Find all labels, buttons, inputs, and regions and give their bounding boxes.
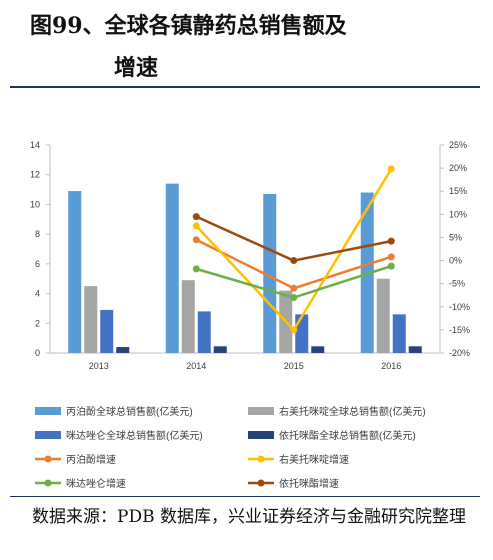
legend-label: 依托咪酯全球总销售额(亿美元) — [279, 429, 416, 442]
line-point — [192, 213, 200, 221]
line-point — [387, 237, 395, 245]
line-point — [290, 257, 298, 265]
right-axis-tick-label: 0% — [449, 256, 462, 266]
bar-3 — [392, 314, 406, 353]
line-point — [192, 265, 200, 273]
left-axis-tick-label: 6 — [35, 259, 40, 269]
right-axis-tick-label: -10% — [449, 302, 470, 312]
source-divider — [10, 496, 480, 497]
title-divider — [10, 86, 480, 88]
left-axis-tick-label: 8 — [35, 229, 40, 239]
legend-swatch-marker — [257, 455, 265, 463]
x-axis-tick-label: 2015 — [284, 361, 304, 371]
bar-1 — [68, 191, 82, 353]
title-block: 图99、全球各镇静药总销售额及 增速 — [0, 0, 493, 81]
legend-label: 咪达唑仑全球总销售额(亿美元) — [66, 429, 203, 442]
x-axis-tick-label: 2013 — [89, 361, 109, 371]
line-point — [192, 236, 200, 244]
left-axis-tick-label: 10 — [30, 199, 40, 209]
x-axis-tick-label: 2014 — [186, 361, 206, 371]
left-axis-tick-label: 0 — [35, 348, 40, 358]
right-axis-tick-label: 5% — [449, 232, 462, 242]
line-point — [192, 222, 200, 230]
bar-2 — [376, 278, 390, 353]
bar-2 — [181, 280, 195, 353]
legend-label: 右美托咪啶增速 — [279, 453, 349, 466]
bar-4 — [116, 347, 130, 353]
legend-swatch-marker — [44, 479, 52, 487]
legend-label: 丙泊酚全球总销售额(亿美元) — [66, 405, 193, 418]
bar-4 — [311, 346, 325, 353]
line-point — [290, 294, 298, 302]
bar-1 — [263, 194, 277, 353]
bar-1 — [165, 183, 179, 353]
line-point — [387, 262, 395, 270]
legend-swatch-marker — [257, 479, 265, 487]
legend-swatch-bar — [35, 407, 61, 415]
left-axis-tick-label: 14 — [30, 140, 40, 150]
right-axis-tick-label: 20% — [449, 163, 467, 173]
left-axis-tick-label: 4 — [35, 289, 40, 299]
line-point — [290, 284, 298, 292]
left-axis-tick-label: 2 — [35, 318, 40, 328]
legend-swatch-bar — [248, 407, 274, 415]
legend-label: 依托咪酯增速 — [279, 477, 339, 490]
chart-title-line1: 图99、全球各镇静药总销售额及 — [30, 13, 347, 39]
left-axis-tick-label: 12 — [30, 170, 40, 180]
bar-4 — [408, 346, 422, 353]
bar-4 — [213, 346, 227, 353]
line-point — [290, 326, 298, 334]
right-axis-tick-label: -15% — [449, 325, 470, 335]
x-axis-tick-label: 2016 — [381, 361, 401, 371]
legend-label: 咪达唑仑增速 — [66, 477, 126, 490]
bar-2 — [84, 286, 98, 353]
right-axis-tick-label: 10% — [449, 209, 467, 219]
legend-swatch-marker — [44, 455, 52, 463]
data-source-note: 数据来源：PDB 数据库，兴业证券经济与金融研究院整理 — [32, 507, 466, 527]
right-axis-tick-label: 15% — [449, 186, 467, 196]
line-point — [387, 253, 395, 261]
right-axis-tick-label: 25% — [449, 140, 467, 150]
bar-3 — [295, 314, 309, 353]
bar-3 — [197, 311, 211, 353]
right-axis-tick-label: -20% — [449, 348, 470, 358]
line-point — [387, 165, 395, 173]
chart-title-line2: 增速 — [114, 55, 159, 81]
bar-3 — [100, 309, 114, 353]
legend-swatch-bar — [35, 431, 61, 439]
legend-label: 右美托咪啶全球总销售额(亿美元) — [279, 405, 426, 418]
legend-swatch-bar — [248, 431, 274, 439]
sedative-sales-chart: 0 2 4 6 8 10 12 14 -20% -15% -10% -5% 0% 5% 10% 15% 20% 2… — [30, 140, 470, 490]
right-axis-tick-label: -5% — [449, 279, 465, 289]
legend-label: 丙泊酚增速 — [66, 453, 116, 466]
